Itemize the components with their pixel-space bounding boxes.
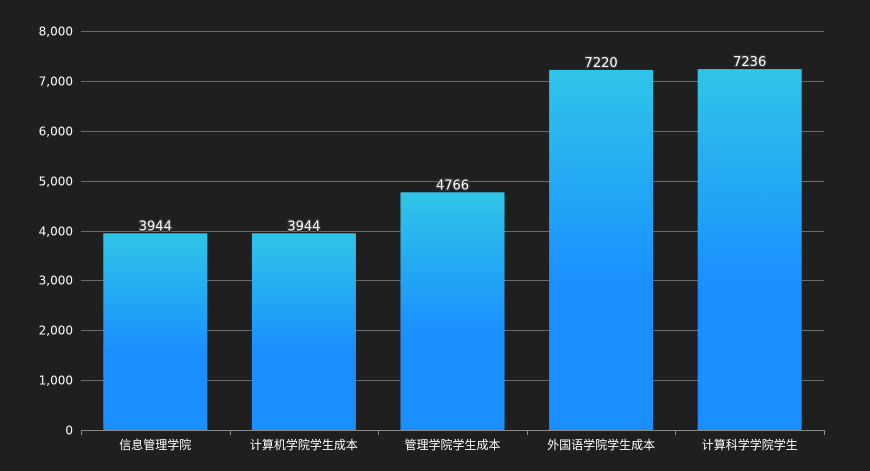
x-category-label: 计算机学院学生成本 <box>250 437 358 452</box>
bar-value-label: 7236 <box>733 55 766 70</box>
bar-value-label: 3944 <box>139 219 172 234</box>
y-tick-label: 4,000 <box>39 225 73 239</box>
bar <box>549 69 654 430</box>
x-category-label: 计算科学学院学生 <box>702 437 798 452</box>
x-axis <box>81 430 825 435</box>
y-tick-label: 6,000 <box>39 125 73 139</box>
bar <box>251 233 356 430</box>
bar-value-labels: 3944 3944 4766 7220 7236 <box>138 54 768 236</box>
bar-value-label: 7220 <box>585 56 618 71</box>
y-tick-label: 2,000 <box>39 324 73 338</box>
bar-value-label: 3944 <box>287 219 320 234</box>
y-tick-label: 3,000 <box>39 274 73 288</box>
x-category-label: 管理学院学生成本 <box>404 437 500 452</box>
y-tick-label: 0 <box>65 424 73 438</box>
bar <box>400 192 505 430</box>
y-tick-label: 5,000 <box>39 175 73 189</box>
bar-value-label: 4766 <box>436 178 469 193</box>
x-category-label: 信息管理学院 <box>119 437 191 452</box>
x-axis-category-labels: 信息管理学院 计算机学院学生成本 管理学院学生成本 外国语学院学生成本 计算科学学院学生 <box>119 437 797 452</box>
x-category-label: 外国语学院学生成本 <box>547 437 655 452</box>
bar <box>103 233 208 430</box>
y-tick-label: 7,000 <box>39 75 73 89</box>
y-tick-label: 1,000 <box>39 374 73 388</box>
y-tick-label: 8,000 <box>39 25 73 39</box>
y-axis-tick-labels: 0 1,000 2,000 3,000 4,000 5,000 6,000 7,000 8,00… <box>39 25 73 438</box>
bar <box>697 69 802 431</box>
bars <box>103 69 802 431</box>
